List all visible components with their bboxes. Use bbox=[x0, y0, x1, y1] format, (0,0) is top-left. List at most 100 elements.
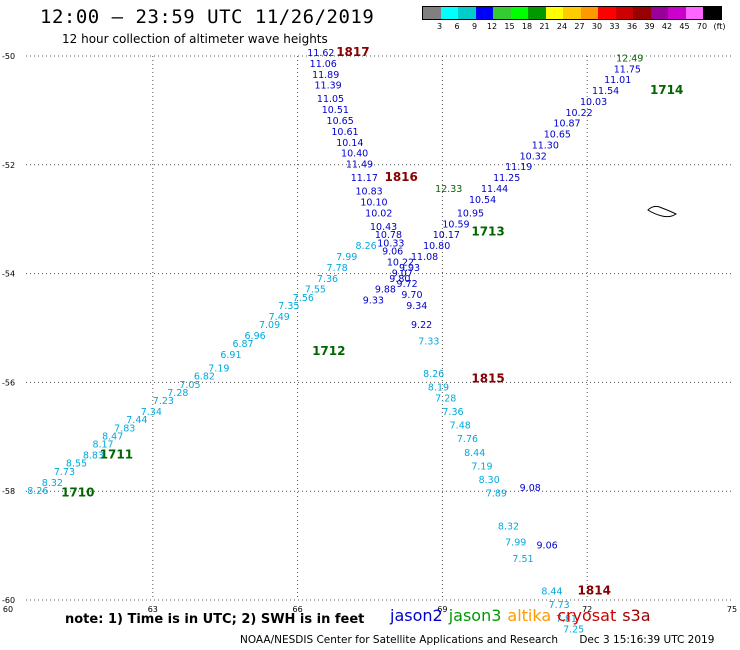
wave-height-label: 8.26 bbox=[356, 241, 377, 252]
page-subtitle: 12 hour collection of altimeter wave hei… bbox=[62, 32, 328, 46]
color-scale-label: 24 bbox=[556, 22, 568, 31]
orbit-number-label: 1817 bbox=[336, 45, 369, 59]
wave-height-label: 9.70 bbox=[401, 290, 422, 301]
y-tick-label: -54 bbox=[2, 270, 15, 279]
wave-height-label: 10.83 bbox=[356, 187, 383, 198]
color-scale-cell bbox=[475, 7, 493, 19]
color-scale-cell bbox=[510, 7, 528, 19]
wave-height-label: 7.36 bbox=[317, 274, 338, 285]
color-scale-label: 70 bbox=[696, 22, 708, 31]
x-tick-label: 60 bbox=[3, 605, 13, 614]
color-scale-bar: 3 6 9 12 15 18 21 24 27 30 33 36 39 42 45 70 (ft) bbox=[422, 6, 726, 34]
color-scale-label: 9 bbox=[471, 22, 478, 31]
wave-height-label: 7.28 bbox=[435, 393, 456, 404]
wave-height-label: 7.36 bbox=[442, 407, 463, 418]
color-scale-cell bbox=[685, 7, 703, 19]
wave-height-label: 7.83 bbox=[114, 423, 135, 434]
wave-height-label: 7.35 bbox=[278, 301, 299, 312]
wave-height-label: 7.99 bbox=[505, 538, 526, 549]
y-tick-label: -56 bbox=[2, 378, 15, 387]
wave-height-label: 10.10 bbox=[360, 198, 387, 209]
wave-height-label: 10.51 bbox=[322, 105, 349, 116]
wave-height-label: 8.47 bbox=[102, 432, 123, 443]
wave-height-label: 6.96 bbox=[245, 331, 266, 342]
orbit-number-label: 1711 bbox=[100, 448, 133, 462]
wave-height-label: 8.17 bbox=[92, 440, 113, 451]
wave-height-label: 11.89 bbox=[312, 70, 339, 81]
wave-height-label: 7.55 bbox=[305, 285, 326, 296]
map-grid bbox=[26, 55, 732, 601]
wave-height-label: 9.06 bbox=[537, 540, 558, 551]
wave-height-label: 6.82 bbox=[194, 372, 215, 383]
color-scale-cell bbox=[598, 7, 616, 19]
wave-height-label: 12.49 bbox=[616, 53, 643, 64]
wave-height-label: 7.05 bbox=[179, 380, 200, 391]
color-scale-label: 33 bbox=[609, 22, 620, 31]
color-scale-cell bbox=[440, 7, 458, 19]
wave-height-label: 7.81 bbox=[556, 614, 577, 625]
color-scale-label: 39 bbox=[644, 22, 655, 31]
y-tick-label: -52 bbox=[2, 161, 15, 170]
color-scale-cells bbox=[422, 6, 722, 20]
wave-height-label: 10.40 bbox=[341, 149, 368, 160]
wave-height-label: 10.95 bbox=[457, 208, 484, 219]
orbit-number-label: 1816 bbox=[384, 170, 417, 184]
wave-height-label: 6.91 bbox=[220, 350, 241, 361]
wave-height-label: 8.83 bbox=[83, 451, 104, 462]
legend-entry-jason3: jason3 bbox=[448, 606, 502, 625]
wave-height-label: 7.76 bbox=[457, 434, 478, 445]
satellite-legend: jason2 jason3 altika cryosat s3a bbox=[390, 606, 657, 625]
orbit-number-label: 1713 bbox=[471, 225, 504, 239]
wave-height-label: 9.06 bbox=[382, 247, 403, 258]
color-scale-cell bbox=[668, 7, 686, 19]
color-scale-label: 36 bbox=[626, 22, 638, 31]
wave-height-label: 7.73 bbox=[549, 600, 570, 611]
wave-height-label: 7.19 bbox=[471, 461, 492, 472]
wave-height-label: 10.87 bbox=[553, 119, 580, 130]
wave-height-label: 10.22 bbox=[387, 257, 414, 268]
wave-height-label: 7.44 bbox=[126, 415, 147, 426]
footer-timestamp: Dec 3 15:16:39 UTC 2019 bbox=[579, 634, 715, 646]
wave-height-label: 10.54 bbox=[469, 195, 496, 206]
wave-height-label: 9.88 bbox=[375, 285, 396, 296]
wave-height-label: 11.54 bbox=[592, 86, 619, 97]
wave-height-label: 9.80 bbox=[389, 274, 410, 285]
color-scale-label: 45 bbox=[679, 22, 690, 31]
wave-height-label: 8.44 bbox=[541, 587, 562, 598]
wave-height-label: 8.55 bbox=[66, 459, 87, 470]
wave-height-label: 7.09 bbox=[259, 320, 280, 331]
wave-height-label: 10.32 bbox=[520, 151, 547, 162]
wave-height-label: 7.56 bbox=[293, 293, 314, 304]
legend-entry-jason2: jason2 bbox=[390, 606, 443, 625]
wave-height-label: 9.33 bbox=[363, 296, 384, 307]
axis-ticks: 60 63 66 69 72 75 -50 -52 -54 -56 -58 -60 bbox=[2, 52, 737, 614]
wave-height-label: 8.32 bbox=[42, 478, 63, 489]
x-tick-label: 75 bbox=[727, 605, 737, 614]
color-scale-label: 42 bbox=[661, 22, 673, 31]
wave-height-label: 10.65 bbox=[327, 116, 354, 127]
color-scale-label: 21 bbox=[539, 22, 550, 31]
wave-height-label: 11.01 bbox=[604, 75, 631, 86]
orbit-number-label: 1710 bbox=[61, 486, 94, 500]
color-scale-cell bbox=[545, 7, 563, 19]
wave-height-label: 8.19 bbox=[428, 383, 449, 394]
footer: NOAA/NESDIS Center for Satellite Applica… bbox=[240, 634, 732, 646]
color-scale-label: 18 bbox=[521, 22, 533, 31]
wave-height-label: 7.28 bbox=[167, 388, 188, 399]
color-scale-label: 30 bbox=[591, 22, 603, 31]
wave-height-label: 11.06 bbox=[310, 59, 337, 70]
wave-height-label: 7.89 bbox=[486, 489, 507, 500]
wave-height-label: 11.49 bbox=[346, 160, 373, 171]
wave-height-label: 7.51 bbox=[512, 554, 533, 565]
wave-height-label: 11.39 bbox=[314, 81, 341, 92]
y-tick-label: -50 bbox=[2, 52, 15, 61]
color-scale-labels: 3 6 9 12 15 18 21 24 27 30 33 36 39 42 45 70 (ft) bbox=[422, 20, 726, 34]
wave-height-label: 6.87 bbox=[232, 339, 253, 350]
page-title: 12:00 – 23:59 UTC 11/26/2019 bbox=[40, 6, 375, 28]
wave-height-label: 10.78 bbox=[375, 230, 402, 241]
color-scale-cell bbox=[633, 7, 651, 19]
color-scale-cell bbox=[563, 7, 581, 19]
y-tick-label: -58 bbox=[2, 487, 15, 496]
color-scale-cell bbox=[528, 7, 546, 19]
